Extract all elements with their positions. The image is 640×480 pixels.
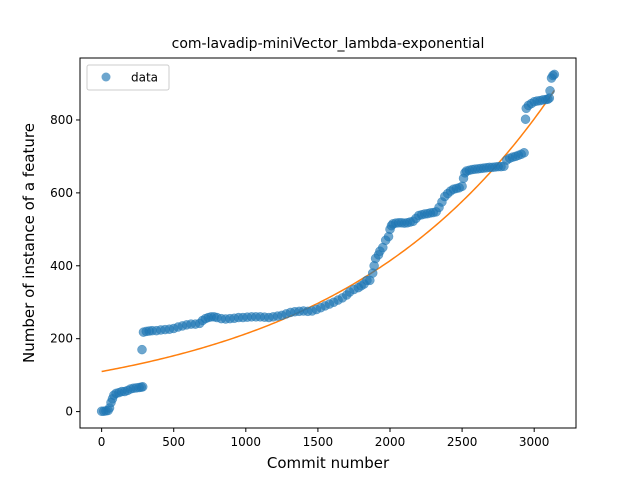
- legend: data: [86, 64, 170, 91]
- axes-frame: [79, 57, 577, 429]
- y-axis-label: Number of instance of a feature: [20, 123, 38, 363]
- y-tick-label: 800: [50, 113, 73, 127]
- chart-title: com-lavadip-miniVector_lambda-exponentia…: [172, 36, 485, 52]
- data-point: [457, 181, 467, 192]
- legend-marker-data: [101, 72, 111, 82]
- plot-area: [79, 57, 577, 429]
- data-point: [520, 114, 531, 124]
- y-tick-label: 200: [50, 332, 73, 346]
- x-tick-label: 1000: [231, 435, 262, 449]
- x-axis-label: Commit number: [267, 454, 390, 472]
- x-tick-label: 2500: [447, 435, 478, 449]
- y-tick-label: 400: [50, 259, 73, 273]
- data-point: [137, 382, 148, 392]
- x-axis-ticks: 0 500 1000 1500 2000 2500 3000: [98, 428, 550, 449]
- y-tick-label: 600: [50, 186, 73, 200]
- fit-line-series: [101, 90, 555, 373]
- x-tick-label: 3000: [519, 435, 550, 449]
- x-tick-label: 1500: [303, 435, 334, 449]
- data-point: [545, 86, 555, 96]
- legend-label-data: data: [131, 71, 158, 85]
- data-point: [549, 69, 560, 80]
- y-axis-ticks: 0 200 400 600 800: [50, 113, 80, 419]
- fit-line: [101, 90, 555, 373]
- x-tick-label: 2000: [375, 435, 406, 449]
- data-point: [519, 148, 529, 158]
- legend-box: [86, 64, 170, 91]
- x-tick-label: 500: [162, 435, 185, 449]
- x-tick-label: 0: [98, 435, 106, 449]
- data-series: [96, 69, 560, 416]
- data-point: [137, 344, 147, 355]
- y-tick-label: 0: [65, 405, 73, 419]
